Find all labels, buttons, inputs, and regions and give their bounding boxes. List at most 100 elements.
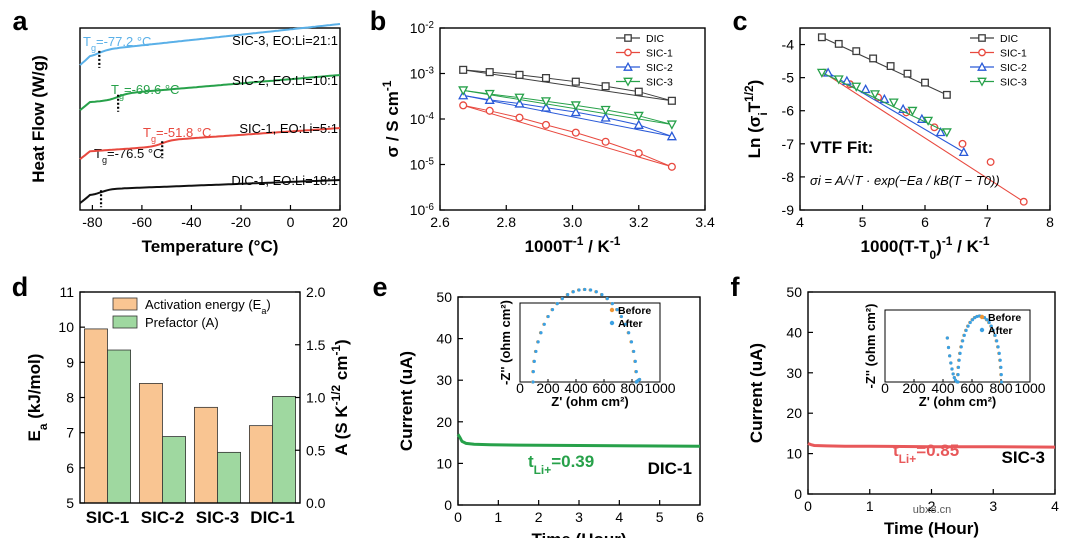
inset-x-tick-label: 200 <box>902 380 926 396</box>
data-point <box>958 139 967 148</box>
panel-d: d SIC-1 SIC-2 SIC-3 DIC-1 5 6 7 8 9 10 11 0.0 0.5 1.0 1… <box>12 272 351 527</box>
inset-point <box>949 361 953 365</box>
y-axis-title-part: Ln (σ <box>745 115 764 158</box>
data-point <box>459 65 468 74</box>
legend-label: SIC-1 <box>1000 48 1027 60</box>
x-axis-title-part: -1 <box>942 234 953 248</box>
series-line <box>463 89 673 125</box>
data-point <box>541 74 551 83</box>
data-point <box>888 98 899 108</box>
y-tick-label: 10-5 <box>410 156 435 173</box>
inset-x-tick-label: 400 <box>564 380 588 396</box>
sample-label: DIC-1 <box>648 459 692 478</box>
x-tick-label: 5 <box>656 509 664 525</box>
y-tick-label: -8 <box>782 169 795 185</box>
data-point <box>633 119 644 129</box>
x-tick-label: 20 <box>332 214 348 230</box>
data-point <box>958 146 969 157</box>
inset-x-tick-label: 0 <box>881 380 889 396</box>
y-tick-label: -9 <box>782 202 795 218</box>
y2-axis-title-part: ) <box>332 339 351 345</box>
tg-label-part: T <box>111 82 119 97</box>
data-point <box>540 102 552 112</box>
inset-point <box>956 373 960 377</box>
data-point <box>916 113 927 123</box>
tg-label: Tg=-51.8 °C <box>143 125 211 144</box>
inset-x-tick-label: 600 <box>960 380 984 396</box>
legend-marker <box>978 34 986 42</box>
data-point <box>541 120 551 129</box>
x-tick-label: 6 <box>921 214 929 230</box>
inset-point <box>985 318 989 322</box>
series-label: SIC-3, EO:Li=21:1 <box>232 33 338 48</box>
inset-legend-label: After <box>618 318 643 330</box>
inset-x-tick-label: 0 <box>516 380 524 396</box>
legend-marker <box>624 34 632 42</box>
fit-line <box>463 89 672 125</box>
tg-label-part: g <box>151 134 156 144</box>
panel-letter: e <box>372 272 387 302</box>
data-point <box>1019 197 1028 206</box>
tg-label-part: g <box>119 91 124 101</box>
x-tick-label: 3.4 <box>695 214 715 230</box>
inset-point <box>531 370 535 374</box>
inset-point <box>964 328 968 332</box>
x-tick-label: -80 <box>82 214 102 230</box>
x-tick-label: -60 <box>132 214 152 230</box>
panel-b: b2.6 2.8 3.0 3.2 3.410-610-510-410-310-21000… <box>370 6 715 256</box>
inset-point <box>999 365 1003 369</box>
y-tick-label: 6 <box>66 460 74 476</box>
inset-point <box>999 373 1003 377</box>
legend-label: SIC-1 <box>646 48 673 60</box>
data-point <box>667 162 676 171</box>
data-point <box>923 116 934 126</box>
data-point <box>570 106 581 117</box>
data-point <box>834 39 843 48</box>
data-point <box>886 62 895 71</box>
x-axis-title-part: / K <box>952 237 979 256</box>
inset-point <box>566 293 570 297</box>
panel-letter: c <box>732 6 747 36</box>
inset-point <box>997 351 1001 355</box>
bar-prefactor <box>272 396 297 504</box>
data-point <box>870 90 880 100</box>
y-axis-title-part: -1 <box>380 80 394 91</box>
tg-label-part: T <box>94 146 102 161</box>
y-tick-label: 10 <box>786 446 802 462</box>
tg-label-part: =-69.6 °C <box>124 82 179 97</box>
y-axis-title: Current (uA) <box>397 351 416 451</box>
legend-marker <box>977 77 987 87</box>
data-point <box>851 82 862 92</box>
y2-axis-title-part: A (S K <box>332 405 351 456</box>
x-tick-label: 2.6 <box>430 214 450 230</box>
dsc-curve <box>79 127 341 160</box>
tg-label-part: T <box>143 125 151 140</box>
x-tick-label: 0 <box>804 498 812 514</box>
data-point <box>571 77 580 86</box>
y2-axis-title: A (S K-1/2 cm-1) <box>329 339 351 455</box>
panel-letter: a <box>12 6 28 36</box>
inset-x-tick-label: 200 <box>536 380 560 396</box>
inset-point <box>956 365 961 369</box>
fit-title: VTF Fit: <box>810 138 873 157</box>
legend-label: SIC-2 <box>646 62 673 74</box>
x-tick-label: 1 <box>866 498 874 514</box>
x-tick-label: 5 <box>859 214 867 230</box>
data-point <box>485 106 494 115</box>
current-trace <box>807 442 1056 449</box>
series-line <box>463 94 673 137</box>
legend-label: Activation energy (Ea) <box>145 297 271 316</box>
x-category-label: SIC-3 <box>196 508 239 527</box>
fit-line <box>463 94 672 137</box>
y2-tick-label: 0.0 <box>306 495 326 511</box>
x-tick-label: 3.2 <box>629 214 649 230</box>
legend-swatch <box>112 297 138 311</box>
inset-frame <box>884 309 1031 383</box>
transference-number-part: Li+ <box>899 452 917 466</box>
inset-point <box>539 331 543 335</box>
y-tick-label-part: 10 <box>410 202 426 218</box>
y-tick-label-part: 10 <box>410 111 426 127</box>
transference-number-part: t <box>528 452 534 471</box>
transference-number: tLi+=0.85 <box>893 441 959 466</box>
tg-label-part: =-77.2 °C <box>96 34 151 49</box>
